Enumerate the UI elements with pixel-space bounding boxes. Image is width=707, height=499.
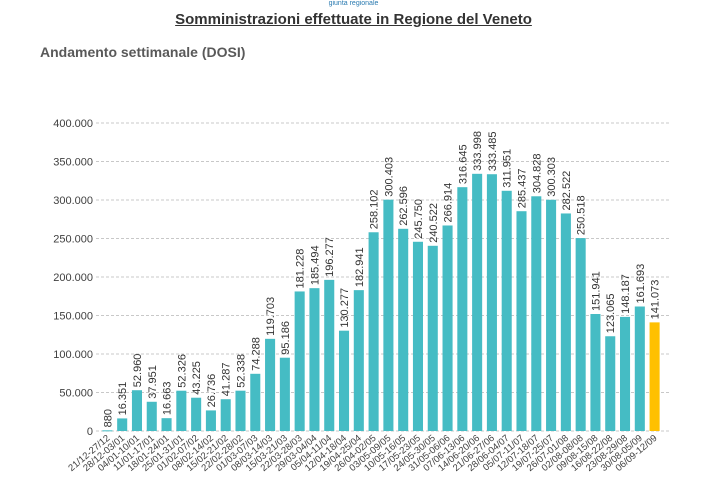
logo-caption: giunta regionale: [328, 0, 379, 7]
data-label: 161.693: [635, 264, 647, 304]
data-label: 240.522: [428, 203, 440, 243]
bar: [605, 336, 616, 431]
bar: [131, 390, 143, 431]
y-tick-label: 250.000: [53, 234, 93, 246]
bar: [649, 322, 660, 431]
data-label: 95.186: [280, 321, 292, 355]
bar: [368, 232, 379, 431]
data-label: 26.736: [206, 374, 218, 408]
bar: [442, 225, 453, 431]
bar: [191, 397, 202, 431]
data-label: 250.518: [576, 195, 588, 235]
y-tick-label: 200.000: [53, 272, 93, 284]
data-label: 141.073: [650, 280, 662, 320]
bar: [279, 357, 290, 431]
chart-title: Andamento settimanale (DOSI): [40, 44, 246, 60]
y-tick-label: 50.000: [59, 388, 93, 400]
data-label: 182.941: [354, 247, 366, 287]
data-label: 282.522: [561, 171, 573, 211]
data-label: 37.951: [147, 365, 159, 399]
bar: [117, 418, 128, 431]
data-label: 52.326: [176, 354, 188, 388]
bar: [102, 430, 113, 432]
data-label: 333.998: [472, 131, 484, 171]
data-label: 258.102: [369, 189, 381, 229]
data-label: 880: [102, 409, 114, 427]
data-label: 304.828: [531, 154, 543, 194]
data-label: 245.750: [413, 199, 425, 239]
y-tick-label: 150.000: [53, 311, 93, 323]
data-label: 300.403: [383, 157, 395, 197]
y-tick-label: 350.000: [53, 157, 93, 169]
data-label: 119.703: [265, 297, 277, 336]
bar: [398, 228, 409, 431]
data-label: 74.288: [250, 337, 262, 371]
bar: [383, 199, 394, 431]
data-label: 52.960: [132, 354, 144, 388]
data-label: 311.951: [502, 149, 514, 188]
bar: [457, 187, 468, 431]
y-tick-label: 100.000: [53, 349, 93, 361]
y-tick-label: 400.000: [53, 118, 93, 130]
bar: [560, 213, 571, 431]
data-label: 181.228: [295, 249, 307, 289]
x-axis: 21/12-27/1228/12-03/0104/01-10/0111/01-1…: [66, 433, 659, 474]
bar: [590, 314, 601, 431]
data-label: 333.485: [487, 131, 499, 171]
bar: [546, 199, 557, 431]
data-label: 300.303: [546, 157, 558, 197]
bar: [531, 196, 542, 431]
page-title-text: Somministrazioni effettuate in Regione d…: [175, 11, 532, 28]
data-label: 41.287: [221, 363, 233, 397]
bar: [309, 288, 320, 431]
bar: [486, 174, 497, 431]
data-label: 123.065: [605, 293, 617, 333]
data-label: 52.338: [236, 354, 248, 388]
data-label: 43.225: [191, 361, 203, 395]
bar: [220, 399, 231, 431]
page-title: Somministrazioni effettuate in Regione d…: [0, 11, 707, 28]
data-label: 285.437: [517, 168, 529, 208]
bar: [176, 390, 187, 431]
data-label: 16.351: [117, 382, 129, 416]
bar: [146, 401, 157, 431]
bar: [501, 190, 512, 431]
data-label: 196.277: [324, 237, 336, 277]
data-label: 266.914: [443, 183, 455, 223]
data-label: 130.277: [339, 288, 351, 328]
data-label: 148.187: [620, 274, 632, 314]
bar: [575, 238, 586, 431]
bar: [265, 338, 276, 431]
bars: [102, 173, 660, 432]
y-tick-label: 0: [87, 426, 93, 438]
bar: [250, 373, 261, 431]
bar: [294, 291, 305, 431]
bar: [338, 330, 350, 431]
bar: [205, 410, 216, 431]
y-tick-label: 300.000: [53, 195, 93, 207]
data-label: 316.645: [457, 144, 469, 184]
bar: [427, 245, 438, 431]
data-label: 262.596: [398, 186, 410, 226]
bar: [324, 279, 335, 431]
bar: [619, 316, 631, 431]
bar: [235, 390, 246, 431]
bar: [634, 306, 645, 431]
data-label: 16.663: [162, 382, 174, 416]
data-label: 151.941: [590, 271, 602, 311]
bar: [516, 211, 527, 431]
data-label: 185.494: [309, 245, 321, 285]
bar: [353, 290, 364, 431]
bar: [161, 418, 172, 431]
y-axis: 0 50.000 100.000 150.000 200.000 250.000 300.0…: [53, 118, 93, 438]
bar: [472, 173, 483, 431]
bar: [412, 241, 424, 431]
